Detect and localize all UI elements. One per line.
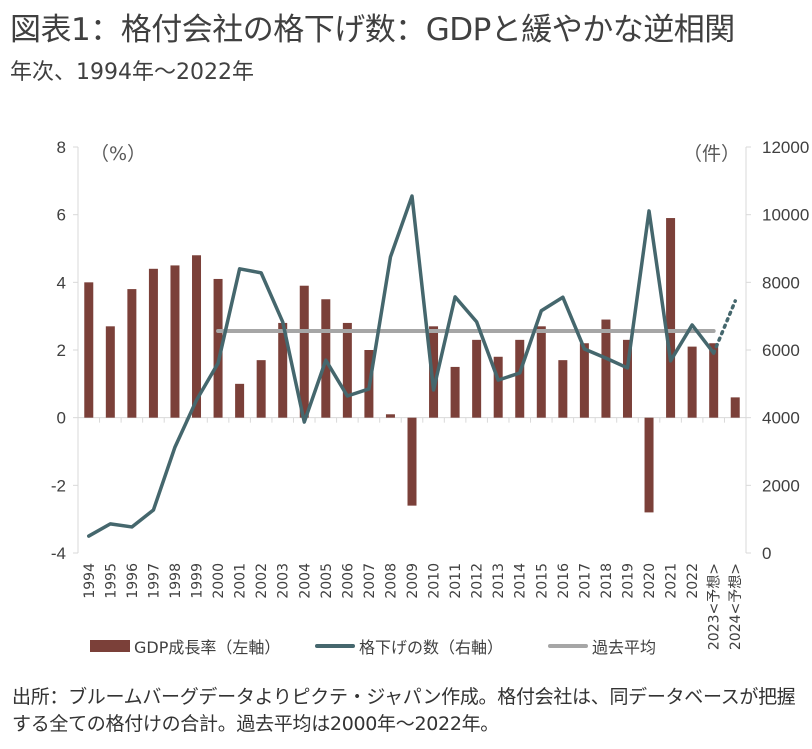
gdp-bar <box>515 339 525 418</box>
x-axis-category-label: 1995 <box>103 563 119 599</box>
legend-swatch-average <box>548 644 588 648</box>
x-axis-category-label: 2014 <box>513 563 529 599</box>
gdp-bar <box>579 343 589 418</box>
x-axis-category-label: 2002 <box>254 563 270 599</box>
legend-label-average: 過去平均 <box>592 638 657 657</box>
gdp-bar <box>622 339 632 418</box>
left-axis-tick-label: -4 <box>51 544 66 563</box>
x-axis-category-label: 2003 <box>276 563 292 599</box>
gdp-bar <box>342 322 352 418</box>
downgrades-forecast-line <box>711 299 737 355</box>
right-axis-tick-label: 8000 <box>762 273 800 292</box>
x-axis-category-label: 2021 <box>664 563 680 599</box>
gdp-bar <box>709 343 719 418</box>
x-axis-category-label: 2005 <box>319 563 335 599</box>
chart-title: 図表1：格付会社の格下げ数：GDPと緩やかな逆相関 <box>10 12 735 48</box>
downgrades-line <box>87 194 716 538</box>
gdp-bar <box>558 360 568 418</box>
gdp-bar <box>192 255 202 418</box>
right-axis-tick-label: 12000 <box>762 138 809 157</box>
gdp-bar <box>601 319 611 418</box>
gdp-bar <box>105 326 115 418</box>
gdp-bar <box>385 414 395 418</box>
left-axis-tick-label: 6 <box>57 206 66 225</box>
x-axis-category-label: 1994 <box>82 563 98 599</box>
gdp-bar <box>407 417 417 506</box>
gdp-bar <box>278 322 288 418</box>
legend-item-gdp: GDP成長率（左軸） <box>90 634 280 658</box>
gdp-bar <box>84 282 94 418</box>
gdp-bar <box>256 360 266 418</box>
left-axis-tick-label: 4 <box>57 273 66 292</box>
gdp-bar <box>644 417 654 513</box>
x-axis-category-label: 2018 <box>599 563 615 599</box>
left-axis-tick-label: 8 <box>57 138 66 157</box>
legend-item-average: 過去平均 <box>548 634 656 658</box>
x-axis-category-label: 1997 <box>146 563 162 599</box>
left-axis-tick-label: 0 <box>57 409 66 428</box>
x-axis-category-label: 1998 <box>168 563 184 599</box>
x-axis-category-label: 2001 <box>233 563 249 599</box>
gdp-bar <box>536 326 546 418</box>
gdp-bar <box>213 278 223 418</box>
left-axis-unit-label: （%） <box>90 143 146 165</box>
gdp-bar <box>450 366 460 418</box>
x-axis-category-label: 2000 <box>211 563 227 599</box>
legend-swatch-gdp <box>90 640 130 652</box>
source-footnote: 出所：ブルームバーグデータよりピクテ・ジャパン作成。格付会社は、同データベースが… <box>12 686 796 735</box>
x-axis-category-label: 2024<予想> <box>728 563 744 650</box>
legend-label-downgrades: 格下げの数（右軸） <box>359 638 504 657</box>
x-axis-category-label: 2007 <box>362 563 378 599</box>
x-axis-category-label: 2008 <box>383 563 399 599</box>
right-axis-tick-label: 10000 <box>762 206 809 225</box>
x-axis-category-label: 2016 <box>556 563 572 599</box>
gdp-bar <box>235 383 245 418</box>
x-axis-category-label: 2011 <box>448 563 464 599</box>
right-axis-unit-label: （件） <box>683 143 740 165</box>
gdp-bar <box>472 339 482 418</box>
x-axis-category-label: 2017 <box>577 563 593 599</box>
gdp-bar <box>666 218 676 418</box>
x-axis-category-label: 2010 <box>427 563 443 599</box>
x-axis-category-label: 1996 <box>125 563 141 599</box>
x-axis-category-label: 2023<予想> <box>707 563 723 650</box>
x-axis-category-label: 2009 <box>405 563 421 599</box>
x-axis-category-label: 2019 <box>620 563 636 599</box>
x-axis-category-label: 2013 <box>491 563 507 599</box>
legend-label-gdp: GDP成長率（左軸） <box>134 638 281 657</box>
right-axis-tick-label: 4000 <box>762 409 800 428</box>
right-axis-tick-label: 0 <box>762 544 771 563</box>
right-axis-tick-label: 2000 <box>762 476 800 495</box>
gdp-bar <box>493 356 503 418</box>
legend-swatch-downgrades <box>315 644 355 648</box>
left-axis-tick-label: -2 <box>51 476 66 495</box>
x-axis-category-label: 2020 <box>642 563 658 599</box>
chart-subtitle: 年次、1994年～2022年 <box>10 60 254 85</box>
right-axis-tick-label: 6000 <box>762 341 800 360</box>
legend-item-downgrades: 格下げの数（右軸） <box>315 634 503 658</box>
x-axis-category-label: 2006 <box>340 563 356 599</box>
gdp-bar <box>148 268 158 418</box>
x-axis-category-label: 2004 <box>297 563 313 599</box>
gdp-bar <box>429 326 439 418</box>
gdp-bar <box>170 265 180 418</box>
x-axis-category-label: 2015 <box>534 563 550 599</box>
gdp-bar <box>687 346 697 418</box>
gdp-bar <box>299 285 309 418</box>
gdp-bar <box>127 289 137 418</box>
left-axis-tick-label: 2 <box>57 341 66 360</box>
x-axis-category-label: 2012 <box>470 563 486 599</box>
gdp-bar <box>730 397 740 418</box>
x-axis-category-label: 1999 <box>190 563 206 599</box>
x-axis-category-label: 2022 <box>685 563 701 599</box>
